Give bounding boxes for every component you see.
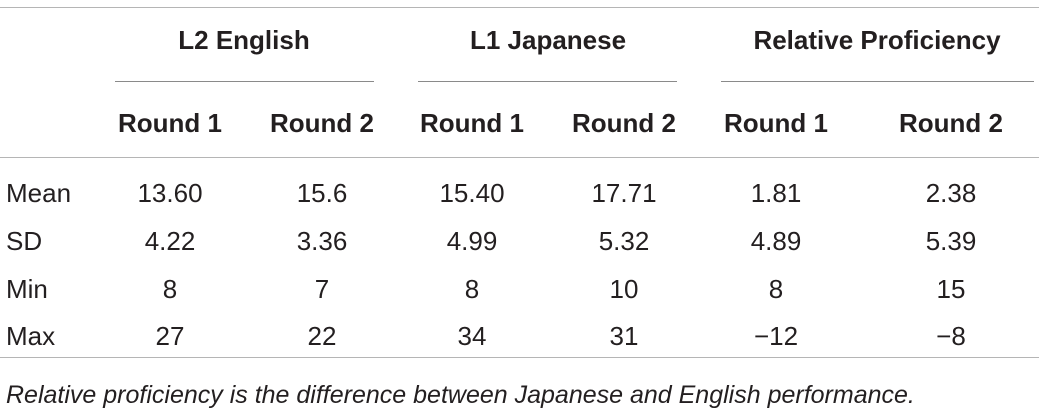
- table-cell: 8: [162, 274, 178, 304]
- group-underline-l1-japanese: [418, 81, 677, 82]
- table-cell: 2.38: [925, 178, 977, 208]
- table-cell: 15: [936, 274, 966, 304]
- row-label: SD: [6, 226, 43, 256]
- table-cell: 4.99: [446, 226, 498, 256]
- subheader-l1-round-1: Round 1: [420, 108, 524, 138]
- group-underline-relative-proficiency: [721, 81, 1034, 82]
- table-cell: 5.32: [598, 226, 650, 256]
- table-cell: −12: [753, 321, 799, 351]
- group-header-relative-proficiency: Relative Proficiency: [753, 25, 1001, 55]
- table-cell: 15.6: [296, 178, 348, 208]
- group-underline-l2-english: [115, 81, 374, 82]
- table-cell: 4.22: [144, 226, 196, 256]
- table-top-rule: [0, 7, 1039, 8]
- row-label: Mean: [6, 178, 72, 208]
- table-cell: 17.71: [591, 178, 657, 208]
- table-cell: 22: [307, 321, 337, 351]
- row-label: Max: [6, 321, 56, 351]
- table-cell: −8: [936, 321, 966, 351]
- table-cell: 8: [464, 274, 480, 304]
- table-cell: 7: [314, 274, 330, 304]
- table-cell: 27: [155, 321, 185, 351]
- group-header-l1-japanese: L1 Japanese: [469, 25, 627, 55]
- subheader-l2-round-1: Round 1: [118, 108, 222, 138]
- subheader-rp-round-2: Round 2: [899, 108, 1003, 138]
- row-label: Min: [6, 274, 48, 304]
- table-cell: 15.40: [439, 178, 505, 208]
- subheader-l1-round-2: Round 2: [572, 108, 676, 138]
- header-separator-rule: [0, 157, 1039, 158]
- table-cell: 3.36: [296, 226, 348, 256]
- subheader-l2-round-2: Round 2: [270, 108, 374, 138]
- table-caption: Relative proficiency is the difference b…: [6, 381, 915, 409]
- table-cell: 8: [768, 274, 784, 304]
- table-cell: 5.39: [925, 226, 977, 256]
- table-cell: 10: [609, 274, 639, 304]
- subheader-rp-round-1: Round 1: [724, 108, 828, 138]
- table-cell: 4.89: [750, 226, 802, 256]
- table-cell: 13.60: [137, 178, 203, 208]
- table-cell: 1.81: [750, 178, 802, 208]
- table-cell: 31: [609, 321, 639, 351]
- table-cell: 34: [457, 321, 487, 351]
- table-bottom-rule: [0, 357, 1039, 358]
- group-header-l2-english: L2 English: [178, 25, 310, 55]
